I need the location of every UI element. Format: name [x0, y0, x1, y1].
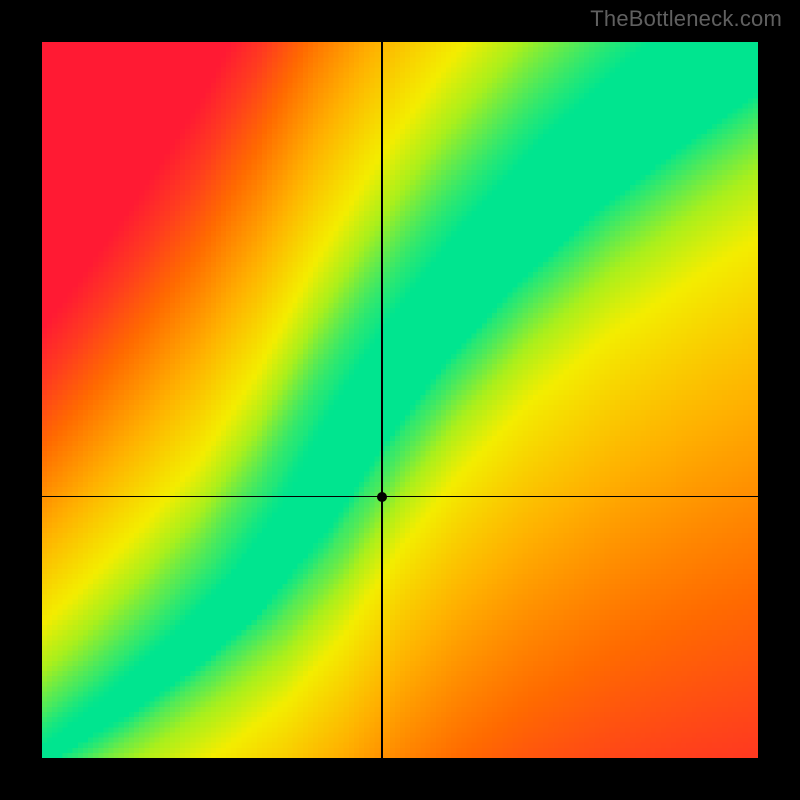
- heatmap-plot: [42, 42, 758, 758]
- heatmap-canvas: [42, 42, 758, 758]
- watermark-text: TheBottleneck.com: [590, 6, 782, 32]
- crosshair-vertical: [381, 42, 383, 758]
- crosshair-horizontal: [42, 496, 758, 498]
- crosshair-marker-dot: [377, 492, 387, 502]
